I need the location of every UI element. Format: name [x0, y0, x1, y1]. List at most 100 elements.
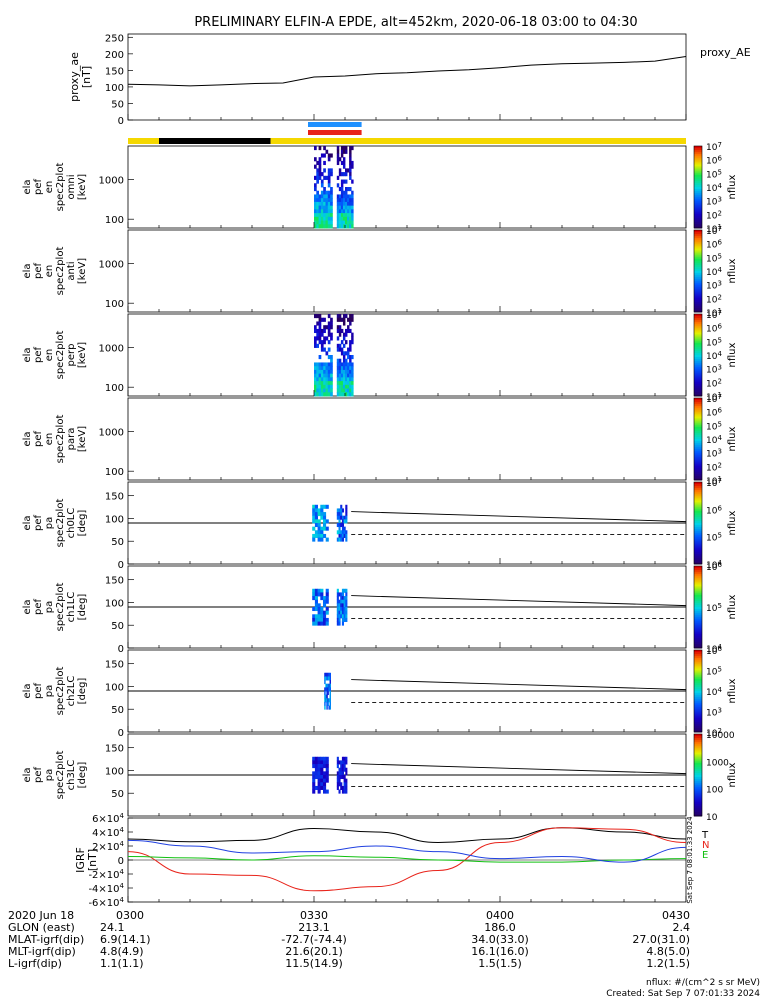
- pa_ch0-colorbar-segment: [694, 557, 702, 561]
- footer-created: Created: Sat Sep 7 07:01:33 2024: [606, 989, 760, 999]
- spec_omni-cell: [318, 168, 322, 173]
- pa_ch3-cell: [340, 760, 343, 765]
- pa_ch1-cell: [317, 617, 321, 622]
- spec_omni-cell: [349, 153, 352, 158]
- pa_ch1-colorbar-segment: [694, 572, 702, 575]
- pa_ch1-colorbar-segment: [694, 566, 702, 569]
- spec_anti-colorbar-segment: [694, 279, 702, 282]
- pa_ch2-cell: [325, 694, 327, 699]
- pa_ch0-cell: [341, 533, 344, 538]
- spec_omni-cell: [351, 201, 354, 207]
- igrf-series-N: [127, 827, 687, 892]
- spec_perp-cell: [318, 392, 322, 397]
- pa_ch1-colorbar-segment: [694, 619, 702, 622]
- spec_para-colorbar-segment: [694, 422, 702, 426]
- pa_ch2-colorbar-label: nflux: [727, 678, 738, 703]
- spec_anti-colorbar-segment: [694, 303, 702, 307]
- orbit-bars: [128, 122, 686, 144]
- spec_perp-colorbar-segment: [694, 348, 702, 352]
- pa_ch0-cell: [341, 519, 344, 524]
- spec_perp-cell: [336, 328, 340, 334]
- pa_ch1-cell: [343, 610, 346, 615]
- pa_ch3-cell: [338, 760, 341, 765]
- pa_ch3-cell: [338, 775, 341, 780]
- spec_omni-xticks: [127, 222, 687, 228]
- spec_omni-cell: [327, 201, 331, 207]
- spec_perp-cell: [340, 317, 344, 322]
- pa_ch2-colorbar-segment: [694, 660, 702, 663]
- pa_ch3-ylabel-line-4: ch3LC: [66, 760, 77, 791]
- spec_perp-cell: [314, 377, 317, 382]
- igrf-series-E: [127, 855, 687, 863]
- pa_ch0-cell: [323, 526, 327, 531]
- pa_ch1-cell: [312, 607, 316, 612]
- spec_perp-cell: [327, 340, 331, 345]
- spec_perp-cell: [351, 388, 354, 393]
- spec_omni-cell: [336, 201, 340, 207]
- spec_omni-cell: [345, 216, 348, 221]
- pa_ch2-colorbar-tick: 106: [706, 645, 722, 657]
- spec_omni-frame: [127, 145, 687, 229]
- spec_anti-ylabel-line-0: ela: [22, 263, 33, 278]
- spec_omni-cell: [316, 172, 319, 177]
- pa_ch0-ylabel-line-2: pa: [44, 517, 55, 529]
- pa_ch0-cell: [338, 512, 341, 517]
- spec_perp-cell: [345, 362, 348, 367]
- spec_omni-cell: [314, 194, 317, 199]
- pa_ch0-colorbar-segment: [694, 482, 702, 485]
- pa_ch1-cell: [336, 592, 339, 597]
- pa_ch1-cell: [323, 614, 327, 619]
- spec_perp-cell: [318, 340, 322, 345]
- pa_ch1-cell: [336, 599, 339, 604]
- pa_ch1-cell: [314, 614, 318, 619]
- spec_anti-colorbar-segment: [694, 232, 702, 235]
- pa_ch1-colorbar-segment: [694, 617, 702, 620]
- spec_perp-ylabel-line-5: [keV]: [77, 342, 88, 368]
- spec_anti-colorbar-segment: [694, 244, 702, 247]
- pa_ch0-colorbar-segment: [694, 555, 702, 559]
- pa_ch3-colorbar-segment: [694, 768, 702, 772]
- spec_perp-cell: [351, 314, 354, 319]
- pa_ch3-colorbar-segment: [694, 752, 702, 755]
- spec_para-colorbar-tick: 102: [706, 461, 722, 473]
- spec_perp-cell: [327, 392, 331, 397]
- pa_ch1-cell: [338, 599, 341, 604]
- spec_para-colorbar-segment: [694, 414, 702, 417]
- spec_omni-cell: [347, 168, 350, 173]
- pa_ch3-colorbar-segment: [694, 789, 702, 792]
- spec_perp-colorbar-segment: [694, 332, 702, 335]
- spec_omni-cell: [338, 216, 342, 221]
- spec_omni-cell: [336, 205, 340, 210]
- spec_perp-cell: [314, 343, 317, 348]
- pa_ch3-ylabel-line-5: [deg]: [77, 762, 88, 789]
- pa_ch3-cell: [341, 771, 344, 776]
- spec_omni-cell: [349, 220, 352, 225]
- pa_ch3-colorbar-segment: [694, 775, 702, 778]
- spec_perp-cell: [349, 340, 352, 345]
- spec_omni-ylabel-line-0: ela: [22, 179, 33, 194]
- pa_ch1-cell: [320, 617, 324, 622]
- proxy-ae-ytick-label: 100: [105, 83, 124, 94]
- pa_ch1-cell: [345, 592, 348, 597]
- pa_ch1-cell: [317, 610, 321, 615]
- footer-value: 24.1: [100, 921, 125, 934]
- spec_perp-colorbar-segment: [694, 316, 702, 319]
- spec_para-colorbar-segment: [694, 426, 702, 430]
- pa_ch3-colorbar-segment: [694, 738, 702, 741]
- pa_ch3-cell: [340, 775, 343, 780]
- spec_perp-cell: [318, 381, 322, 386]
- pa_ch0-cell: [317, 526, 321, 531]
- spec_perp-cell: [342, 314, 346, 319]
- pa_ch3-colorbar-segment: [694, 734, 702, 737]
- spec_omni-colorbar-tick: 103: [706, 196, 722, 208]
- pa_ch2-ytick-label: 100: [105, 682, 124, 693]
- spec_omni-cell: [318, 205, 322, 210]
- proxy-ae-panel: 250 200 150 100 50 0 proxy_ae [nT] proxy_AE: [68, 33, 751, 127]
- spec_omni-cell: [340, 149, 344, 154]
- spec_anti-colorbar-segment: [694, 305, 702, 309]
- pa_ch3-cell: [338, 767, 341, 772]
- spec_omni-colorbar-segment: [694, 215, 702, 219]
- pa_ch1-cell: [336, 603, 339, 608]
- spec_perp-colorbar-segment: [694, 322, 702, 325]
- spec_perp-cell: [320, 317, 324, 322]
